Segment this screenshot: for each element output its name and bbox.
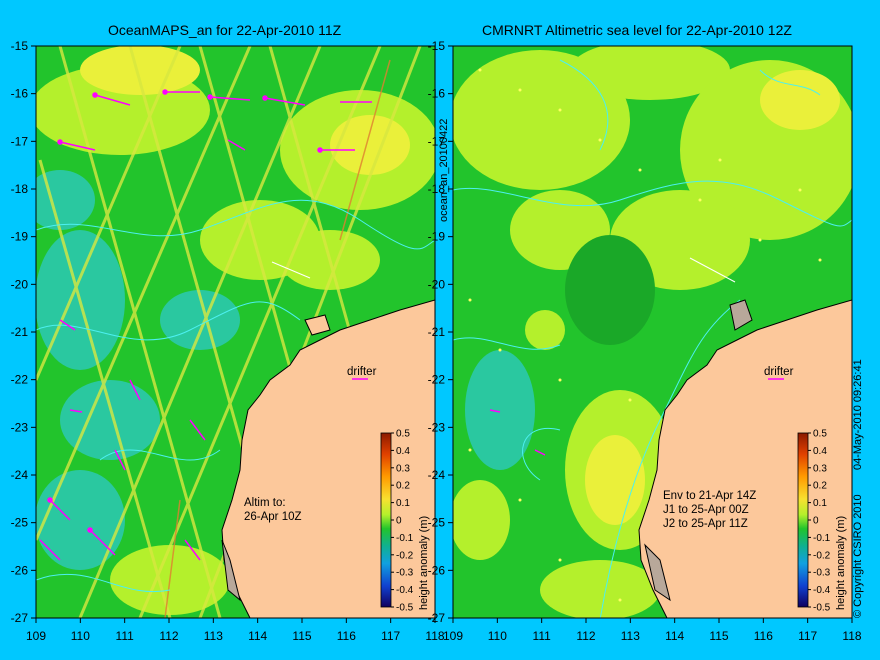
lon-tick-label: 118 <box>425 629 444 643</box>
left-lat-ticks: -15 -16 -17 -18 -19 -20 -21 -22 -23 -24 -25 -26 -27 <box>11 39 36 625</box>
right-note-line-2: J1 to 25-Apr 00Z <box>663 504 749 516</box>
lat-tick-label: -18 <box>11 182 29 196</box>
colorbar-tick-label: -0.4 <box>813 585 831 596</box>
lon-tick-label: 109 <box>26 629 46 643</box>
lat-tick-label: -24 <box>11 468 29 482</box>
lat-tick-label: -17 <box>11 134 29 148</box>
colorbar-tick-label: -0.1 <box>396 533 414 544</box>
left-note-line-2: 26-Apr 10Z <box>244 511 302 523</box>
colorbar-tick-label: 0 <box>396 516 402 527</box>
lat-tick-label: -15 <box>428 39 446 53</box>
lon-tick-label: 117 <box>798 629 817 643</box>
lat-tick-label: -19 <box>11 230 29 244</box>
colorbar-tick-label: -0.3 <box>813 568 831 579</box>
colorbar-tick-label: 0.5 <box>813 429 827 440</box>
lon-tick-label: 116 <box>337 629 356 643</box>
lon-tick-label: 111 <box>533 629 552 643</box>
lon-tick-label: 113 <box>621 629 640 643</box>
lon-tick-label: 118 <box>842 629 861 643</box>
lat-tick-label: -19 <box>428 230 446 244</box>
lat-tick-label: -25 <box>11 516 29 530</box>
lat-tick-label: -18 <box>428 182 446 196</box>
lon-tick-label: 116 <box>754 629 773 643</box>
colorbar-tick-label: -0.3 <box>396 568 414 579</box>
lon-tick-label: 117 <box>381 629 400 643</box>
left-drifter-label: drifter <box>347 366 377 378</box>
right-note-line-1: Env to 21-Apr 14Z <box>663 490 756 502</box>
lon-tick-label: 114 <box>248 629 267 643</box>
lon-tick-label: 112 <box>159 629 178 643</box>
lon-tick-label: 110 <box>71 629 90 643</box>
right-lat-ticks: -15 -16 -17 -18 -19 -20 -21 -22 -23 -24 -25 -26 -27 <box>428 39 453 625</box>
colorbar-tick-label: 0.1 <box>813 498 827 509</box>
left-panel-title: OceanMAPS_an for 22-Apr-2010 11Z <box>108 22 342 38</box>
colorbar-tick-label: 0 <box>813 516 819 527</box>
right-drifter-label: drifter <box>764 366 794 378</box>
colorbar-tick-label: 0.2 <box>396 481 410 492</box>
colorbar-tick-label: 0.4 <box>813 446 827 457</box>
lat-tick-label: -15 <box>11 39 29 53</box>
lon-tick-label: 115 <box>292 629 311 643</box>
colorbar-tick-label: -0.2 <box>813 550 831 561</box>
left-colorbar-label: height anomaly (m) <box>418 515 430 610</box>
lat-tick-label: -24 <box>428 468 446 482</box>
right-colorbar: 0.5 0.4 0.3 0.2 0.1 0 -0.1 -0.2 -0.3 -0.4 -0.5 <box>797 429 831 614</box>
lon-tick-label: 110 <box>488 629 507 643</box>
right-copyright-label: © Copyright CSIRO 2010 <box>852 494 864 618</box>
lat-tick-label: -17 <box>428 134 446 148</box>
colorbar-tick-label: 0.1 <box>396 498 410 509</box>
colorbar-tick-label: -0.5 <box>396 603 414 614</box>
colorbar-tick-label: 0.3 <box>396 463 410 474</box>
colorbar-tick-label: -0.1 <box>813 533 831 544</box>
lat-tick-label: -16 <box>11 87 29 101</box>
lat-tick-label: -21 <box>428 325 446 339</box>
lat-tick-label: -25 <box>428 516 446 530</box>
lon-tick-label: 111 <box>116 629 135 643</box>
right-note-line-3: J2 to 25-Apr 11Z <box>663 518 748 530</box>
colorbar-tick-label: 0.3 <box>813 463 827 474</box>
right-lon-ticks: 109 110 111 112 113 114 115 116 117 118 <box>443 618 862 643</box>
lat-tick-label: -22 <box>11 373 29 387</box>
colorbar-tick-label: 0.2 <box>813 481 827 492</box>
left-colorbar: 0.5 0.4 0.3 0.2 0.1 0 -0.1 -0.2 -0.3 -0.4 -0.5 <box>380 429 414 614</box>
lon-tick-label: 115 <box>709 629 728 643</box>
lon-tick-label: 112 <box>576 629 595 643</box>
lat-tick-label: -23 <box>428 420 446 434</box>
left-note-line-1: Altim to: <box>244 497 286 509</box>
lon-tick-label: 114 <box>665 629 684 643</box>
lat-tick-label: -16 <box>428 87 446 101</box>
lat-tick-label: -27 <box>428 611 446 625</box>
lat-tick-label: -20 <box>428 277 446 291</box>
lat-tick-label: -23 <box>11 420 29 434</box>
lat-tick-label: -27 <box>11 611 29 625</box>
lat-tick-label: -26 <box>428 563 446 577</box>
left-map <box>36 46 435 618</box>
lat-tick-label: -22 <box>428 373 446 387</box>
lat-tick-label: -21 <box>11 325 29 339</box>
colorbar-tick-label: -0.4 <box>396 585 414 596</box>
colorbar-tick-label: -0.5 <box>813 603 831 614</box>
lat-tick-label: -26 <box>11 563 29 577</box>
right-panel-title: CMRNRT Altimetric sea level for 22-Apr-2… <box>482 22 792 38</box>
colorbar-tick-label: -0.2 <box>396 550 414 561</box>
lat-tick-label: -20 <box>11 277 29 291</box>
colorbar-tick-label: 0.4 <box>396 446 410 457</box>
right-colorbar-label: height anomaly (m) <box>835 515 847 610</box>
lon-tick-label: 109 <box>443 629 463 643</box>
left-lon-ticks: 109 110 111 112 113 114 115 116 117 118 <box>26 618 445 643</box>
lon-tick-label: 113 <box>204 629 223 643</box>
colorbar-tick-label: 0.5 <box>396 429 410 440</box>
left-side-label: ocean_an_20100422 <box>438 118 450 222</box>
right-timestamp-label: 04-May-2010 09:26:41 <box>852 359 864 470</box>
